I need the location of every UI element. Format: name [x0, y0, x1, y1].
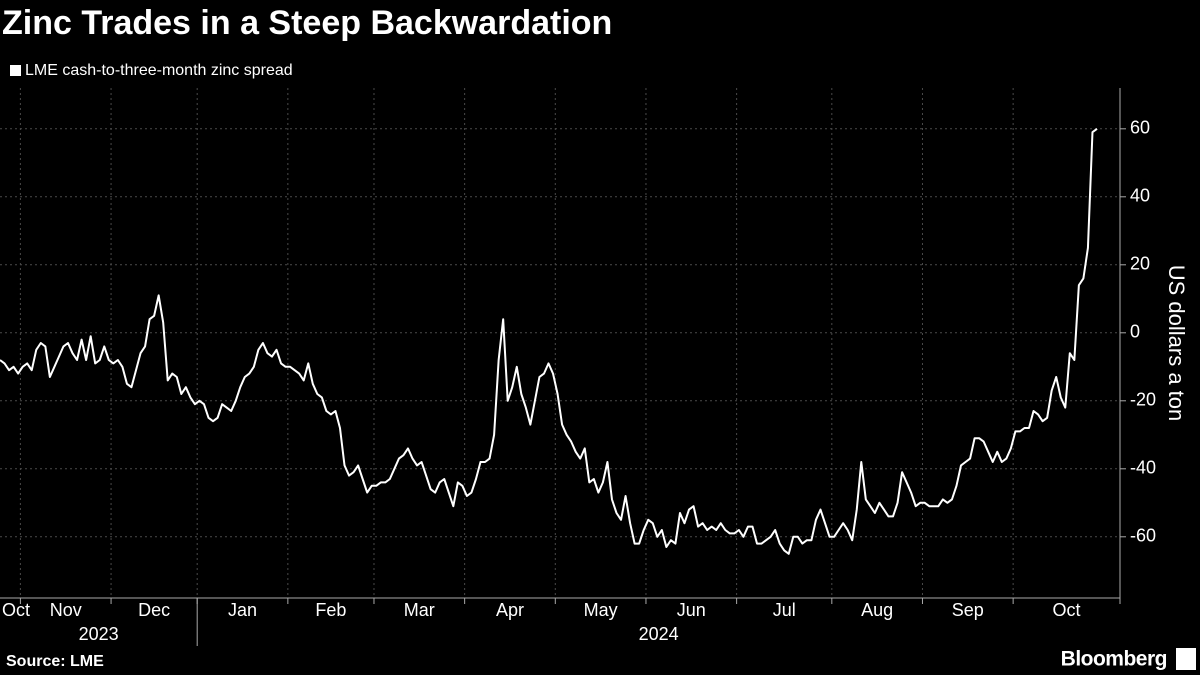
data-line [0, 128, 1098, 555]
x-tick-label: Oct [2, 600, 30, 620]
brand-icon [1176, 648, 1196, 670]
y-tick-label: -40 [1130, 458, 1156, 478]
x-tick-label: May [584, 600, 618, 620]
x-tick-label: Aug [861, 600, 893, 620]
y-tick-label: 20 [1130, 254, 1150, 274]
x-tick-label: Jun [677, 600, 706, 620]
chart-title: Zinc Trades in a Steep Backwardation [2, 4, 612, 42]
year-label: 2024 [639, 624, 679, 644]
y-axis-title: US dollars a ton [1164, 265, 1189, 422]
brand: Bloomberg [1061, 648, 1167, 671]
x-tick-label: Nov [50, 600, 82, 620]
y-tick-label: -60 [1130, 526, 1156, 546]
x-tick-label: Oct [1053, 600, 1081, 620]
y-tick-label: 40 [1130, 186, 1150, 206]
y-tick-label: 0 [1130, 322, 1140, 342]
x-tick-label: Apr [496, 600, 524, 620]
x-tick-label: Jul [773, 600, 796, 620]
year-label: 2023 [79, 624, 119, 644]
x-tick-label: Sep [952, 600, 984, 620]
source: Source: LME [6, 653, 104, 670]
y-tick-label: -20 [1130, 390, 1156, 410]
y-tick-label: 60 [1130, 118, 1150, 138]
x-tick-label: Feb [315, 600, 346, 620]
x-tick-label: Jan [228, 600, 257, 620]
x-tick-label: Dec [138, 600, 170, 620]
x-tick-label: Mar [404, 600, 435, 620]
legend-label: LME cash-to-three-month zinc spread [25, 62, 293, 79]
legend-swatch [10, 65, 21, 76]
